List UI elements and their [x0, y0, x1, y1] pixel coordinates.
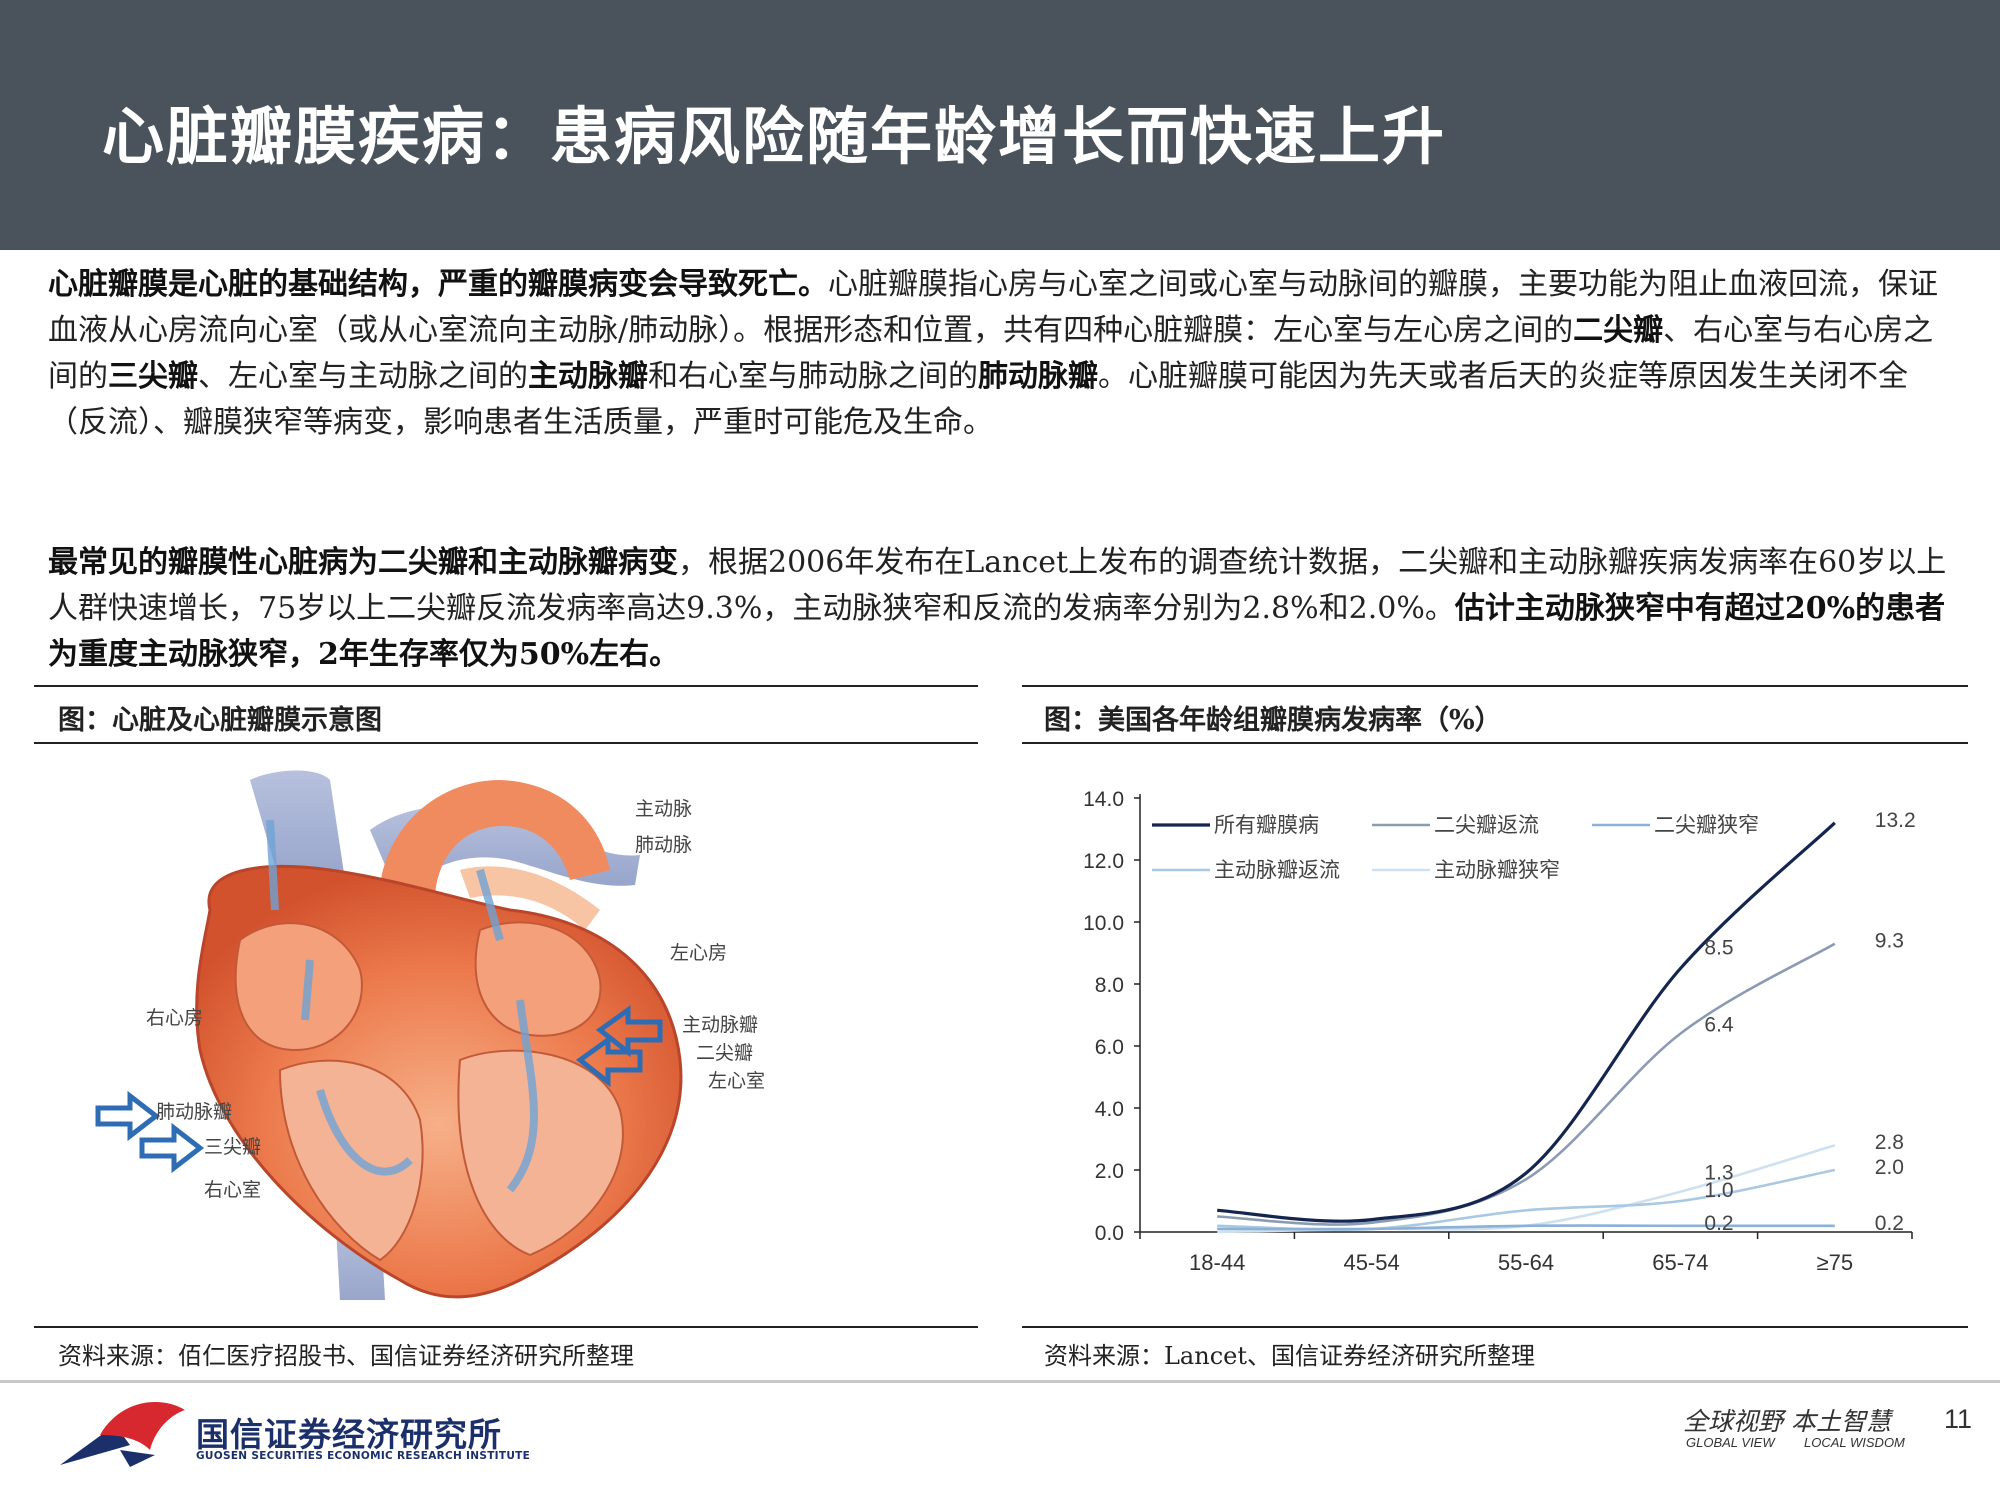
tricuspid-valve-term: 三尖瓣 [108, 359, 198, 394]
intro-text-1: 心脏瓣膜指心房与心室之间或心室与动脉间的瓣膜，主要功能为阻止血液回流，保证血液从… [48, 267, 1938, 348]
guosen-logo-icon [60, 1402, 185, 1467]
aortic-valve-term: 主动脉瓣 [528, 359, 648, 394]
left-panel-title: 图：心脏及心脏瓣膜示意图 [58, 705, 382, 736]
left-ventricle-chamber [457, 1049, 624, 1257]
pulmonary-valve-term: 肺动脉瓣 [978, 359, 1098, 394]
y-tick-label: 2.0 [1095, 1160, 1124, 1183]
stats-lead: 最常见的瓣膜性心脏病为二尖瓣和主动脉瓣病变 [48, 545, 678, 580]
mitral-valve-label: 二尖瓣 [696, 1043, 754, 1064]
footer-divider [0, 1380, 2000, 1383]
intro-text-3: 、左心室与主动脉之间的 [198, 359, 528, 394]
x-tick-label: 55-64 [1498, 1250, 1554, 1275]
data-label: 8.5 [1704, 937, 1733, 960]
legend-label: 二尖瓣返流 [1434, 813, 1539, 837]
y-tick-label: 4.0 [1095, 1098, 1124, 1121]
y-tick-label: 12.0 [1083, 850, 1124, 873]
valve-disease-line-chart: 0.0 2.0 4.0 6.0 8.0 10.0 12.0 14.0 18-44 45-54 55-… [1083, 788, 1916, 1275]
intro-paragraph: 心脏瓣膜是心脏的基础结构，严重的瓣膜病变会导致死亡。心脏瓣膜指心房与心室之间或心… [48, 262, 1958, 446]
right-panel-bottom-rule [1022, 1326, 1968, 1328]
right-panel-top-rule [1022, 685, 1968, 687]
legend-label: 所有瓣膜病 [1214, 813, 1319, 837]
right-atrium-label: 右心房 [146, 1008, 204, 1029]
y-tick-label: 0.0 [1095, 1222, 1124, 1245]
legend-label: 二尖瓣狭窄 [1654, 813, 1759, 837]
left-panel-top-rule [34, 685, 978, 687]
data-label: 9.3 [1875, 930, 1904, 953]
series-line-1 [1217, 942, 1836, 1226]
slogan-global-view: GLOBAL VIEW [1686, 1435, 1775, 1450]
mitral-valve-term: 二尖瓣 [1573, 313, 1664, 348]
data-label: 1.3 [1704, 1162, 1733, 1185]
intro-text-4: 和右心室与肺动脉之间的 [648, 359, 978, 394]
left-panel-source: 资料来源：佰仁医疗招股书、国信证券经济研究所整理 [58, 1342, 634, 1370]
heart-diagram [95, 770, 683, 1300]
series-line-2 [1217, 1224, 1835, 1231]
right-panel-source: 资料来源：Lancet、国信证券经济研究所整理 [1044, 1342, 1535, 1370]
intro-text-2: 、右心室与右心房之间的 [48, 313, 1934, 394]
company-name-cn: 国信证券经济研究所 [196, 1415, 502, 1454]
right-panel-title: 图：美国各年龄组瓣膜病发病率（%） [1044, 705, 1502, 736]
x-tick-label: 18-44 [1189, 1250, 1245, 1275]
right-atrium-chamber [234, 922, 363, 1052]
data-label: 0.2 [1875, 1212, 1904, 1235]
stats-paragraph: 最常见的瓣膜性心脏病为二尖瓣和主动脉瓣病变，根据2006年发布在Lancet上发… [48, 540, 1958, 678]
slogan-cn: 全球视野 本土智慧 [1683, 1407, 1891, 1436]
x-tick-label: 65-74 [1652, 1250, 1708, 1275]
pulmonary-tricuspid-arrow-icon [95, 1090, 205, 1174]
slogan-local-wisdom: LOCAL WISDOM [1804, 1435, 1905, 1450]
data-label: 2.0 [1875, 1156, 1904, 1179]
data-label: 13.2 [1875, 809, 1916, 832]
stats-text: ，根据2006年发布在Lancet上发布的调查统计数据，二尖瓣和主动脉瓣疾病发病… [48, 545, 1947, 626]
company-name-en: GUOSEN SECURITIES ECONOMIC RESEARCH INST… [196, 1450, 531, 1462]
pulmonary-artery-label: 肺动脉 [635, 835, 693, 856]
y-tick-label: 6.0 [1095, 1036, 1124, 1059]
data-label: 1.0 [1704, 1179, 1733, 1202]
left-atrium-chamber [474, 921, 602, 1037]
legend-label: 主动脉瓣狭窄 [1434, 858, 1560, 882]
data-label: 6.4 [1704, 1014, 1734, 1037]
intro-text-5: 。心脏瓣膜可能因为先天或者后天的炎症等原因发生关闭不全（反流）、瓣膜狭窄等病变，… [48, 359, 1908, 440]
left-ventricle-label: 左心室 [708, 1071, 766, 1092]
tricuspid-valve-label: 三尖瓣 [204, 1137, 262, 1158]
title-bar: 心脏瓣膜疾病：患病风险随年龄增长而快速上升 [0, 0, 2000, 250]
series-line-0 [1217, 821, 1836, 1223]
data-label: 2.8 [1875, 1131, 1904, 1154]
page-number: 11 [1944, 1404, 1973, 1434]
left-panel-title-rule [34, 742, 978, 744]
stats-conclusion: 估计主动脉狭窄中有超过20%的患者为重度主动脉狭窄，2年生存率仅为50%左右。 [48, 591, 1946, 672]
right-ventricle-chamber [278, 1059, 424, 1262]
y-tick-label: 10.0 [1083, 912, 1124, 935]
aortic-mitral-arrow-icon [575, 1005, 663, 1088]
x-tick-label: ≥75 [1817, 1250, 1854, 1275]
data-label: 0.2 [1704, 1212, 1733, 1235]
aorta-label: 主动脉 [635, 799, 693, 820]
aortic-valve-label: 主动脉瓣 [682, 1015, 759, 1036]
page-title: 心脏瓣膜疾病：患病风险随年龄增长而快速上升 [102, 100, 1447, 173]
y-tick-label: 14.0 [1083, 788, 1124, 811]
right-ventricle-label: 右心室 [204, 1180, 262, 1201]
right-panel-title-rule [1022, 742, 1968, 744]
aorta-vessel [378, 780, 610, 920]
intro-lead: 心脏瓣膜是心脏的基础结构，严重的瓣膜病变会导致死亡。 [48, 267, 828, 302]
left-atrium-label: 左心房 [670, 943, 728, 964]
x-tick-label: 45-54 [1343, 1250, 1399, 1275]
pulmonary-valve-label: 肺动脉瓣 [156, 1102, 233, 1123]
y-tick-label: 8.0 [1095, 974, 1124, 997]
legend-label: 主动脉瓣返流 [1214, 858, 1340, 882]
left-panel-bottom-rule [34, 1326, 978, 1328]
